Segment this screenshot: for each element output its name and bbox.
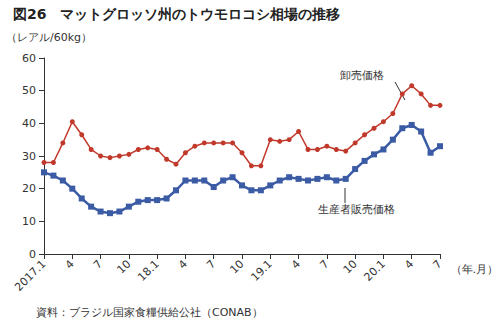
svg-text:10: 10: [114, 257, 133, 276]
svg-text:50: 50: [22, 84, 36, 97]
svg-text:10: 10: [22, 215, 36, 228]
svg-text:4: 4: [63, 257, 77, 271]
svg-text:2017.1: 2017.1: [12, 257, 48, 293]
svg-text:4: 4: [402, 257, 416, 271]
svg-text:40: 40: [22, 117, 36, 130]
svg-text:4: 4: [176, 257, 190, 271]
svg-text:0: 0: [29, 248, 36, 261]
svg-text:60: 60: [22, 52, 36, 65]
svg-text:資料：ブラジル国家食糧供給公社（CONAB）: 資料：ブラジル国家食糧供給公社（CONAB）: [36, 306, 263, 319]
svg-text:7: 7: [204, 257, 218, 271]
svg-text:7: 7: [430, 257, 444, 271]
svg-text:19.1: 19.1: [248, 257, 274, 283]
svg-text:10: 10: [228, 257, 247, 276]
svg-text:4: 4: [289, 257, 303, 271]
svg-text:7: 7: [317, 257, 331, 271]
svg-text:（年.月）: （年.月）: [451, 263, 499, 276]
svg-text:20: 20: [22, 182, 36, 195]
svg-text:（レアル/60kg）: （レアル/60kg）: [6, 31, 92, 44]
svg-text:卸売価格: 卸売価格: [340, 69, 384, 82]
svg-text:18.1: 18.1: [135, 257, 161, 283]
svg-text:10: 10: [341, 257, 360, 276]
svg-text:生産者販売価格: 生産者販売価格: [318, 203, 395, 216]
svg-text:7: 7: [91, 257, 105, 271]
svg-text:図26 マットグロッソ州のトウモロコシ相場の推移: 図26 マットグロッソ州のトウモロコシ相場の推移: [13, 6, 340, 22]
svg-text:30: 30: [22, 150, 36, 163]
svg-text:20.1: 20.1: [362, 257, 388, 283]
